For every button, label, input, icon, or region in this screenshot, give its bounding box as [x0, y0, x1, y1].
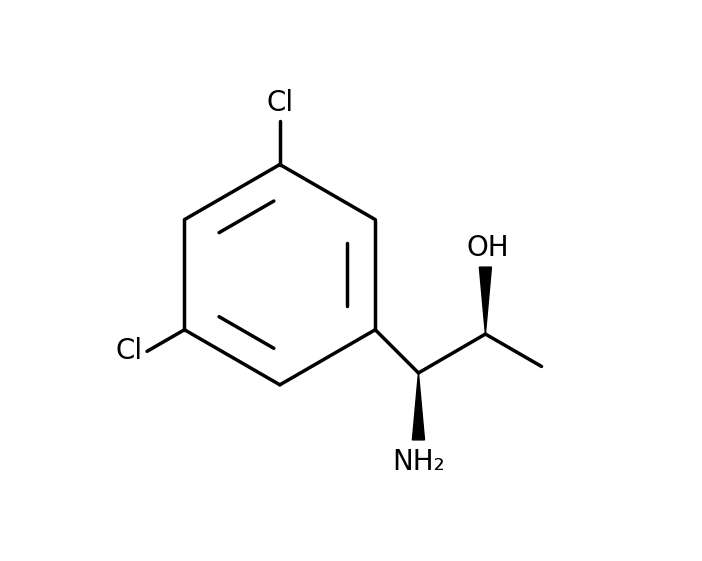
Polygon shape	[412, 373, 425, 440]
Text: Cl: Cl	[266, 89, 293, 117]
Text: Cl: Cl	[116, 337, 143, 365]
Text: OH: OH	[466, 234, 509, 262]
Polygon shape	[479, 267, 491, 334]
Text: NH₂: NH₂	[392, 448, 445, 476]
